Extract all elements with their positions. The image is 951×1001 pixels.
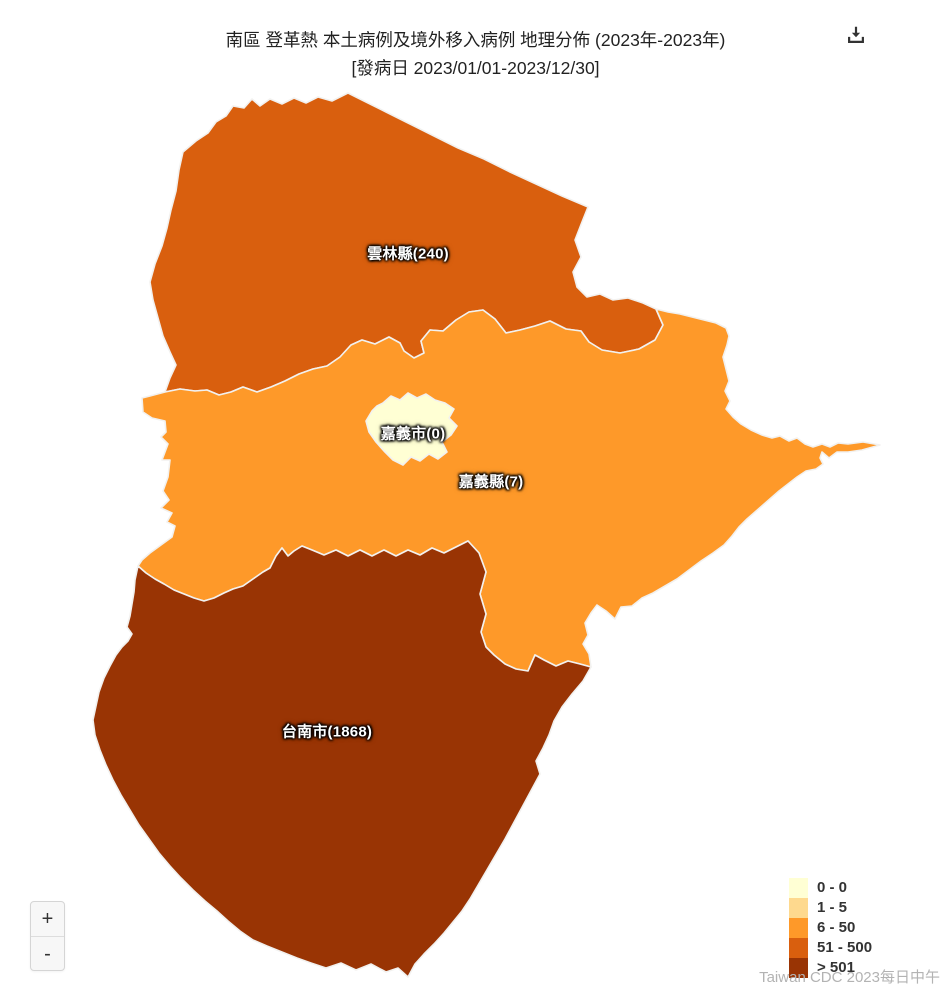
zoom-controls: + - bbox=[30, 901, 65, 971]
legend-swatch-4 bbox=[789, 958, 808, 978]
region-label-tainan: 台南市(1868) bbox=[281, 723, 373, 741]
legend-label-4: > 501 bbox=[817, 959, 855, 976]
region-label-chiayi-county: 嘉義縣(7) bbox=[458, 473, 524, 491]
legend-row: 51 - 500 bbox=[789, 938, 872, 958]
legend-swatch-1 bbox=[789, 898, 808, 918]
legend-row: 0 - 0 bbox=[789, 878, 872, 898]
title-line1: 南區 登革熱 本土病例及境外移入病例 地理分佈 (2023年-2023年) bbox=[225, 30, 726, 50]
legend-label-1: 1 - 5 bbox=[817, 899, 848, 916]
legend-row: 6 - 50 bbox=[789, 918, 872, 938]
legend: 0 - 0 1 - 5 6 - 50 51 - 500 > 501 bbox=[789, 878, 872, 978]
download-button[interactable] bbox=[842, 22, 870, 50]
download-icon bbox=[845, 24, 867, 49]
zoom-in-button[interactable]: + bbox=[31, 902, 64, 936]
region-tainan[interactable] bbox=[92, 540, 592, 978]
legend-swatch-2 bbox=[789, 918, 808, 938]
zoom-out-button[interactable]: - bbox=[31, 936, 64, 970]
legend-swatch-3 bbox=[789, 938, 808, 958]
legend-label-2: 6 - 50 bbox=[817, 919, 856, 936]
legend-swatch-0 bbox=[789, 878, 808, 898]
legend-label-0: 0 - 0 bbox=[817, 879, 848, 896]
page-title: 南區 登革熱 本土病例及境外移入病例 地理分佈 (2023年-2023年) [發… bbox=[0, 26, 951, 82]
legend-label-3: 51 - 500 bbox=[817, 939, 873, 956]
attribution-text: Taiwan CDC 2023每日中午 bbox=[759, 969, 940, 986]
region-label-chiayi-city: 嘉義市(0) bbox=[380, 425, 446, 443]
legend-row: > 501 bbox=[789, 958, 872, 978]
region-label-yunlin: 雲林縣(240) bbox=[367, 245, 449, 263]
legend-row: 1 - 5 bbox=[789, 898, 872, 918]
title-line2: [發病日 2023/01/01-2023/12/30] bbox=[351, 58, 600, 78]
region-chiayi-city[interactable] bbox=[365, 392, 458, 466]
